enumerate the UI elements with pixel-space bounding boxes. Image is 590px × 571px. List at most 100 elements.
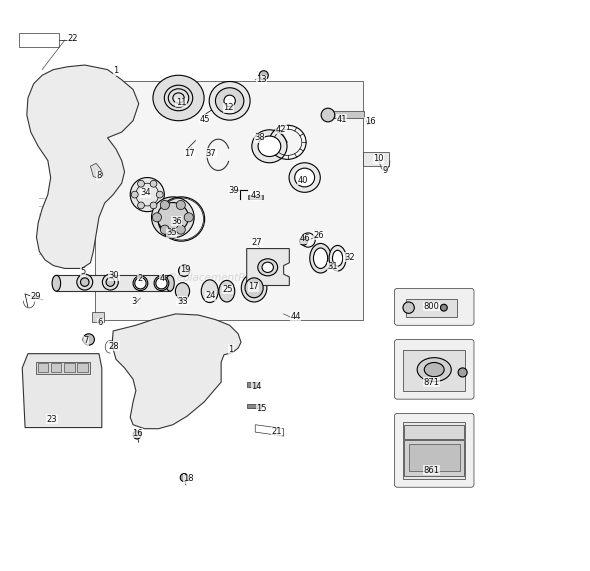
Polygon shape bbox=[404, 425, 464, 439]
Circle shape bbox=[160, 200, 169, 210]
Ellipse shape bbox=[295, 168, 314, 187]
Text: 18: 18 bbox=[183, 474, 194, 483]
Ellipse shape bbox=[201, 280, 218, 303]
Ellipse shape bbox=[103, 274, 118, 290]
FancyBboxPatch shape bbox=[406, 299, 457, 317]
Ellipse shape bbox=[424, 363, 444, 377]
Text: 16: 16 bbox=[132, 429, 143, 438]
Polygon shape bbox=[90, 163, 103, 179]
Ellipse shape bbox=[241, 274, 267, 302]
Text: 4: 4 bbox=[160, 274, 165, 283]
Text: 13: 13 bbox=[257, 75, 267, 85]
Text: 28: 28 bbox=[109, 342, 119, 351]
Text: 35: 35 bbox=[166, 228, 176, 237]
Ellipse shape bbox=[224, 95, 235, 107]
Ellipse shape bbox=[77, 274, 93, 290]
Ellipse shape bbox=[152, 197, 194, 238]
Circle shape bbox=[135, 278, 146, 289]
Text: 37: 37 bbox=[206, 148, 217, 158]
FancyBboxPatch shape bbox=[64, 363, 74, 372]
Circle shape bbox=[176, 200, 185, 210]
Circle shape bbox=[259, 71, 268, 80]
Text: 41: 41 bbox=[336, 115, 347, 123]
Polygon shape bbox=[95, 81, 363, 320]
Text: 12: 12 bbox=[224, 103, 234, 112]
Circle shape bbox=[176, 225, 185, 234]
Polygon shape bbox=[57, 275, 170, 291]
Text: 5: 5 bbox=[80, 267, 86, 276]
Circle shape bbox=[137, 180, 145, 187]
Ellipse shape bbox=[245, 278, 263, 297]
Text: 21: 21 bbox=[271, 427, 281, 436]
Text: 24: 24 bbox=[205, 291, 216, 300]
Ellipse shape bbox=[313, 248, 327, 268]
Ellipse shape bbox=[166, 275, 174, 291]
Text: 8: 8 bbox=[96, 171, 101, 180]
FancyBboxPatch shape bbox=[248, 195, 263, 199]
Circle shape bbox=[160, 225, 169, 234]
Text: 11: 11 bbox=[176, 98, 186, 107]
FancyBboxPatch shape bbox=[51, 363, 61, 372]
Text: 1: 1 bbox=[113, 66, 119, 75]
FancyBboxPatch shape bbox=[395, 413, 474, 487]
Circle shape bbox=[152, 213, 162, 222]
Text: 46: 46 bbox=[300, 235, 310, 243]
FancyBboxPatch shape bbox=[247, 404, 261, 408]
Text: 15: 15 bbox=[257, 404, 267, 413]
Text: 26: 26 bbox=[314, 231, 324, 240]
Ellipse shape bbox=[153, 75, 204, 120]
Text: 1: 1 bbox=[228, 345, 233, 353]
FancyBboxPatch shape bbox=[37, 362, 90, 373]
FancyBboxPatch shape bbox=[403, 422, 466, 478]
Ellipse shape bbox=[289, 163, 320, 192]
Ellipse shape bbox=[329, 246, 346, 271]
FancyBboxPatch shape bbox=[330, 111, 364, 118]
Circle shape bbox=[150, 202, 157, 209]
Text: 9: 9 bbox=[382, 166, 388, 175]
Circle shape bbox=[132, 191, 138, 198]
Text: 38: 38 bbox=[254, 133, 265, 142]
Text: 17: 17 bbox=[184, 148, 195, 158]
Polygon shape bbox=[22, 353, 102, 428]
Circle shape bbox=[133, 431, 141, 439]
Text: eReplacementParts.com: eReplacementParts.com bbox=[163, 273, 290, 283]
Ellipse shape bbox=[80, 278, 89, 286]
Text: 32: 32 bbox=[344, 252, 355, 262]
Text: 16: 16 bbox=[365, 118, 375, 126]
Text: 19: 19 bbox=[180, 265, 191, 274]
Circle shape bbox=[179, 265, 190, 276]
Text: 40: 40 bbox=[298, 176, 309, 185]
Ellipse shape bbox=[258, 259, 278, 276]
Text: 800: 800 bbox=[424, 302, 440, 311]
FancyBboxPatch shape bbox=[91, 312, 104, 323]
Circle shape bbox=[184, 213, 194, 222]
Circle shape bbox=[300, 237, 307, 245]
Text: 10: 10 bbox=[373, 154, 384, 163]
Text: 7: 7 bbox=[84, 336, 89, 345]
Polygon shape bbox=[404, 440, 464, 476]
Ellipse shape bbox=[333, 250, 343, 266]
Circle shape bbox=[458, 368, 467, 377]
Ellipse shape bbox=[52, 275, 61, 291]
Text: 44: 44 bbox=[290, 312, 301, 321]
Circle shape bbox=[130, 178, 164, 212]
FancyBboxPatch shape bbox=[395, 340, 474, 399]
Circle shape bbox=[150, 180, 157, 187]
Ellipse shape bbox=[215, 88, 244, 114]
Text: 36: 36 bbox=[171, 217, 182, 226]
FancyBboxPatch shape bbox=[403, 349, 466, 391]
Text: 23: 23 bbox=[47, 415, 57, 424]
Text: 14: 14 bbox=[251, 381, 262, 391]
Text: 6: 6 bbox=[98, 318, 103, 327]
FancyBboxPatch shape bbox=[77, 363, 87, 372]
Text: 25: 25 bbox=[222, 285, 233, 294]
Text: 3: 3 bbox=[132, 297, 137, 306]
Circle shape bbox=[180, 473, 188, 481]
Ellipse shape bbox=[417, 357, 451, 381]
Text: 39: 39 bbox=[228, 186, 239, 195]
Text: 22: 22 bbox=[68, 34, 78, 43]
FancyBboxPatch shape bbox=[247, 382, 258, 387]
FancyBboxPatch shape bbox=[38, 363, 48, 372]
Text: 33: 33 bbox=[177, 297, 188, 306]
Ellipse shape bbox=[154, 276, 169, 291]
